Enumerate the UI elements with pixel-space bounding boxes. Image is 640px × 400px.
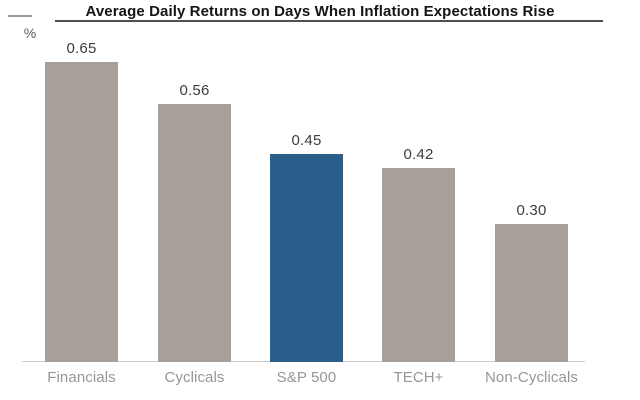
y-axis-unit-label: % — [23, 25, 37, 41]
category-label-non-cyclicals: Non-Cyclicals — [485, 369, 578, 386]
bar-value-label-cyclicals: 0.56 — [179, 82, 210, 99]
category-label-tech: TECH+ — [393, 369, 444, 386]
bar-s-p-500 — [270, 154, 343, 362]
category-label-s-p-500: S&P 500 — [276, 369, 337, 386]
title-underline-left-segment — [8, 15, 32, 17]
title-underline — [55, 20, 603, 22]
bar-value-label-financials: 0.65 — [66, 40, 97, 57]
bar-financials — [45, 62, 118, 362]
bar-value-label-tech: 0.42 — [403, 146, 434, 163]
bar-non-cyclicals — [495, 224, 568, 362]
category-label-financials: Financials — [47, 369, 116, 386]
bar-cyclicals — [158, 104, 231, 362]
category-label-cyclicals: Cyclicals — [164, 369, 225, 386]
chart-title: Average Daily Returns on Days When Infla… — [85, 3, 555, 20]
bar-value-label-s-p-500: 0.45 — [291, 132, 322, 149]
bar-value-label-non-cyclicals: 0.30 — [516, 202, 547, 219]
bar-tech — [382, 168, 455, 362]
